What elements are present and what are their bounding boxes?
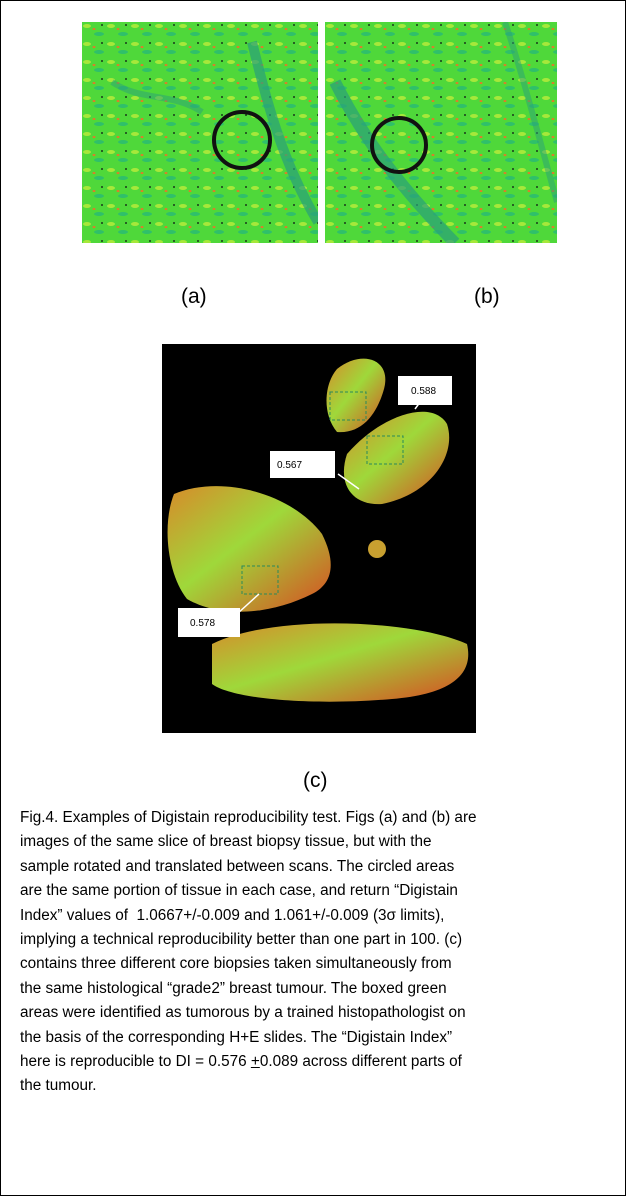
caption-line: Index” values of 1.0667+/-0.009 and 1.06… [20, 904, 610, 928]
caption-line: are the same portion of tissue in each c… [20, 879, 610, 903]
value-label: 0.588 [411, 386, 436, 397]
caption-segment: 0.089 across different parts of [260, 1053, 462, 1070]
caption-line: Fig.4. Examples of Digistain reproducibi… [20, 806, 610, 830]
value-label: 0.567 [277, 460, 302, 471]
caption-line: the basis of the corresponding H+E slide… [20, 1026, 610, 1050]
caption-line: areas were identified as tumorous by a t… [20, 1001, 610, 1025]
image-c: 0.588 0.567 0.578 [162, 344, 476, 733]
caption-line: the same histological “grade2” breast tu… [20, 977, 610, 1001]
caption-line: implying a technical reproducibility bet… [20, 928, 610, 952]
panel-label: (c) [303, 769, 328, 793]
caption-line: here is reproducible to DI = 0.576 +0.08… [20, 1050, 610, 1074]
panel-label: (b) [474, 285, 500, 309]
caption-line: the tumour. [20, 1074, 610, 1098]
caption-line: sample rotated and translated between sc… [20, 855, 610, 879]
panel-label: (a) [181, 285, 207, 309]
caption-line: contains three different core biopsies t… [20, 952, 610, 976]
value-label: 0.578 [190, 618, 215, 629]
image-a [82, 22, 318, 243]
caption-line: images of the same slice of breast biops… [20, 830, 610, 854]
caption-segment: here is reproducible to DI = 0.576 [20, 1053, 251, 1070]
caption-segment: + [251, 1053, 260, 1070]
caption: Fig.4. Examples of Digistain reproducibi… [20, 806, 610, 1099]
image-b [325, 22, 557, 243]
